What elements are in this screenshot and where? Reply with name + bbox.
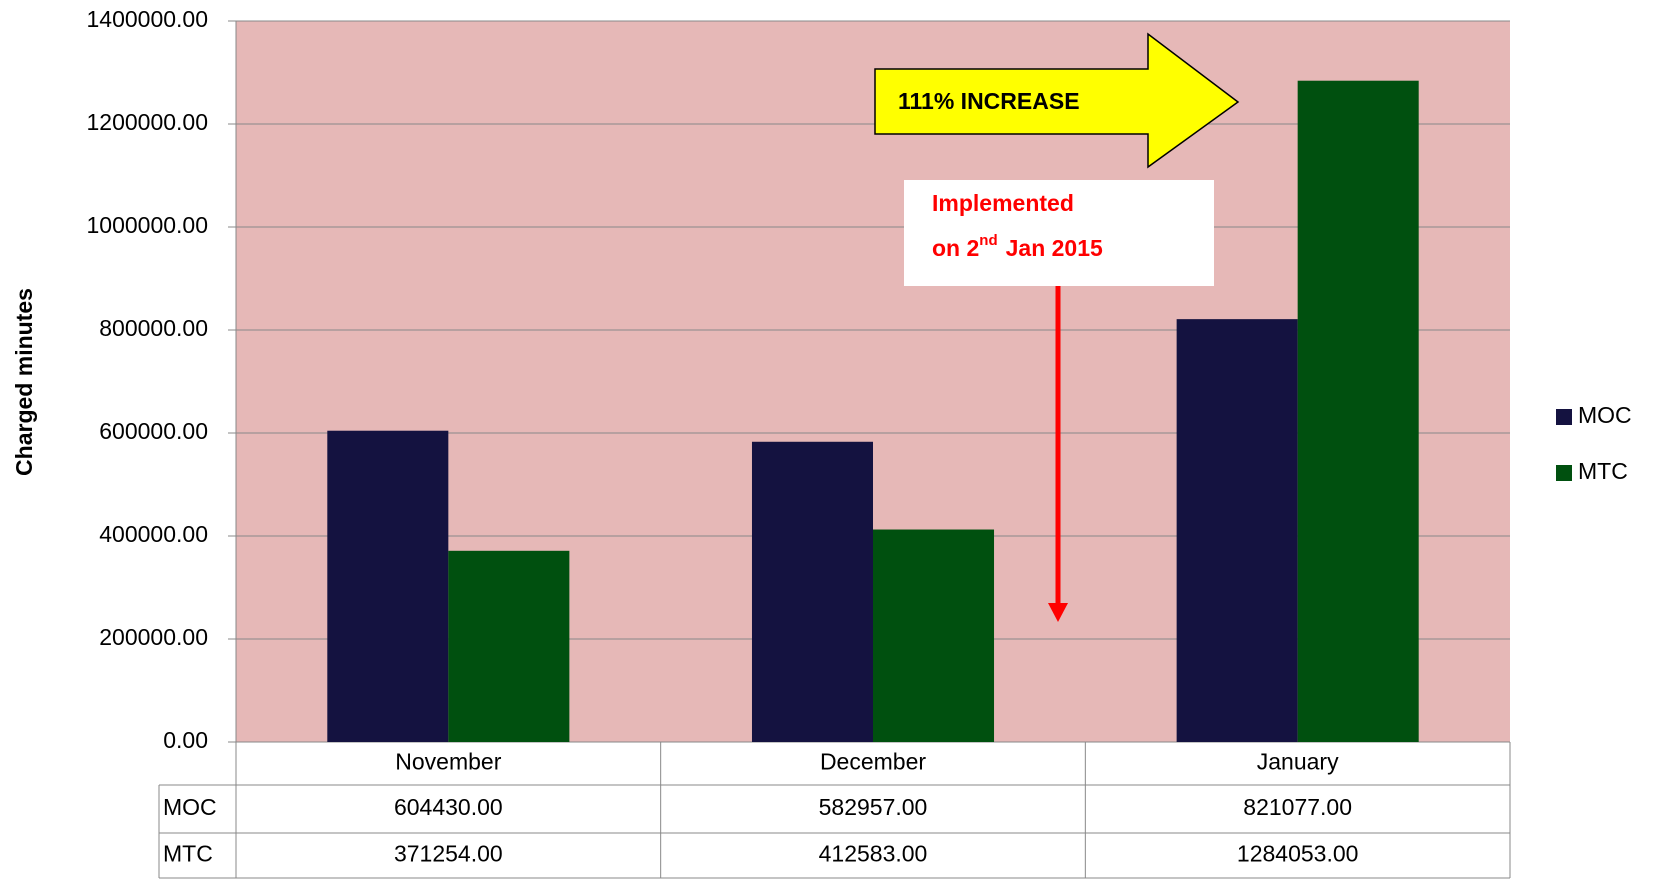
- legend-swatch: [1556, 465, 1572, 481]
- table-value: 604430.00: [394, 794, 503, 820]
- bar: [448, 550, 570, 742]
- y-tick-label: 200000.00: [99, 624, 208, 650]
- implemented-superscript: nd: [979, 232, 997, 249]
- x-tick-label: November: [395, 749, 501, 775]
- table-value: 582957.00: [819, 794, 928, 820]
- implemented-line2: on 2nd Jan 2015: [932, 232, 1103, 261]
- bar: [327, 430, 449, 742]
- implemented-box: [904, 180, 1214, 286]
- table-row-label: MOC: [163, 794, 217, 820]
- y-axis-label: Charged minutes: [11, 288, 37, 476]
- y-tick-label: 1200000.00: [86, 109, 208, 135]
- legend-swatch: [1556, 409, 1572, 425]
- table-value: 821077.00: [1243, 794, 1352, 820]
- table-value: 371254.00: [394, 841, 503, 867]
- y-tick-label: 1400000.00: [86, 6, 208, 32]
- table-row-label: MTC: [163, 841, 213, 867]
- y-tick-label: 800000.00: [99, 315, 208, 341]
- y-tick-label: 1000000.00: [86, 212, 208, 238]
- implemented-line1: Implemented: [932, 190, 1074, 216]
- table-value: 1284053.00: [1237, 841, 1359, 867]
- implemented-part: Jan 2015: [1006, 235, 1103, 261]
- bar: [1176, 319, 1298, 742]
- implemented-part: on 2: [932, 235, 979, 261]
- y-tick-label: 600000.00: [99, 418, 208, 444]
- bar: [751, 441, 873, 742]
- increase-label: 111% INCREASE: [898, 88, 1080, 114]
- x-tick-label: December: [820, 749, 926, 775]
- table-value: 412583.00: [819, 841, 928, 867]
- bar: [1297, 80, 1419, 742]
- legend-label: MOC: [1578, 402, 1632, 428]
- increase-arrow: [874, 32, 1240, 169]
- red-arrow-head: [1048, 603, 1068, 622]
- bar: [873, 529, 995, 742]
- x-tick-label: January: [1257, 749, 1339, 775]
- y-tick-label: 400000.00: [99, 521, 208, 547]
- y-tick-label: 0.00: [163, 727, 208, 753]
- legend-label: MTC: [1578, 458, 1628, 484]
